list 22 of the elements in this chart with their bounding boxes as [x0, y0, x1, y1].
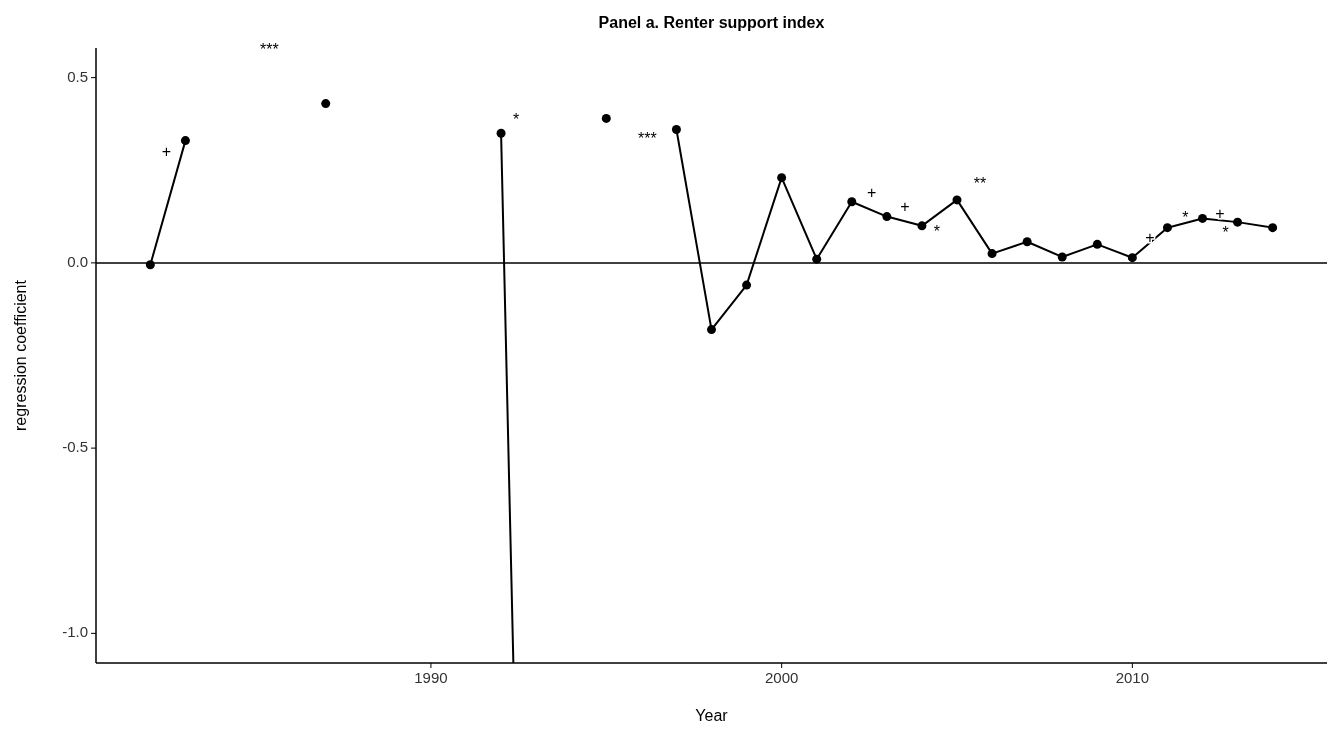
- chart-title: Panel a. Renter support index: [598, 14, 825, 31]
- y-axis-title: regression coefficient: [12, 279, 29, 431]
- x-tick-label: 1990: [414, 669, 448, 686]
- annotation: +: [1215, 204, 1225, 222]
- annotation: +: [867, 183, 877, 201]
- y-tick-label: 0.5: [67, 67, 88, 85]
- annotation: ***: [260, 40, 279, 58]
- x-tick-label: 2000: [764, 669, 799, 686]
- y-tick-label: -1.0: [62, 623, 88, 641]
- x-axis-title: Year: [695, 707, 729, 724]
- annotation: *: [1222, 224, 1229, 242]
- y-tick-label: 0.0: [67, 252, 88, 270]
- annotation: ***: [638, 129, 657, 147]
- x-tick-label: 2010: [1115, 669, 1150, 686]
- annotation: *: [512, 111, 520, 129]
- annotation: +: [161, 142, 172, 160]
- annotation: **: [973, 175, 987, 193]
- annotation: *: [1182, 208, 1189, 226]
- y-tick-label: -0.5: [62, 438, 88, 456]
- annotation: *: [933, 223, 941, 241]
- annotation: +: [900, 197, 910, 215]
- annotation: +: [1145, 229, 1155, 247]
